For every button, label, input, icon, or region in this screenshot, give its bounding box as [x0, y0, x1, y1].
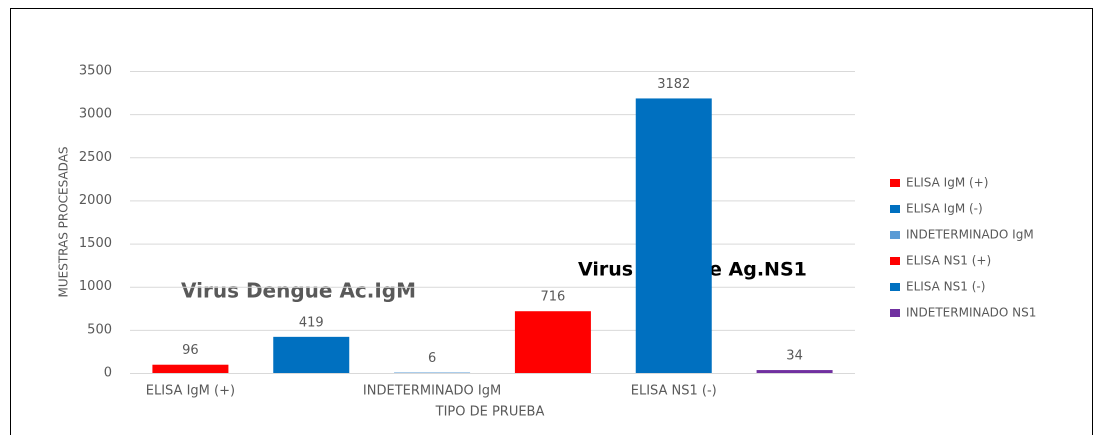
bar [635, 98, 712, 374]
y-tick-label: 2000 [79, 193, 112, 208]
y-tick-label: 2500 [79, 150, 112, 165]
legend-marker [890, 283, 900, 291]
y-tick-label: 3000 [79, 107, 112, 122]
legend-marker [890, 309, 900, 317]
y-tick-label: 1500 [79, 236, 112, 251]
bar [756, 370, 833, 373]
legend-label: ELISA NS1 (-) [906, 280, 985, 294]
bar [273, 336, 350, 373]
legend-label: ELISA IgM (-) [906, 202, 983, 216]
bar [514, 311, 591, 373]
data-label: 716 [541, 290, 566, 305]
legend-marker [890, 231, 900, 239]
legend-label: ELISA IgM (+) [906, 176, 988, 190]
legend-label: INDETERMINADO NS1 [906, 306, 1036, 320]
x-tick-label: INDETERMINADO IgM [363, 384, 501, 399]
data-label: 6 [428, 351, 436, 366]
legend-marker [890, 257, 900, 265]
data-label: 34 [786, 349, 803, 364]
x-tick-label: ELISA NS1 (-) [631, 384, 717, 399]
legend-marker [890, 179, 900, 187]
bar [394, 372, 471, 373]
legend-label: INDETERMINADO IgM [906, 228, 1034, 242]
y-tick-label: 3500 [79, 64, 112, 79]
legend-label: ELISA NS1 (+) [906, 254, 991, 268]
frame [10, 8, 1093, 435]
x-tick-label: ELISA IgM (+) [146, 384, 235, 399]
data-label: 419 [299, 315, 324, 330]
bar [152, 364, 229, 373]
legend-marker [890, 205, 900, 213]
data-label: 96 [182, 343, 199, 358]
y-tick-label: 500 [87, 322, 112, 337]
y-tick-label: 1000 [79, 279, 112, 294]
x-axis-label: TIPO DE PRUEBA [435, 405, 545, 420]
annotation: Virus Dengue Ac.IgM [181, 279, 416, 303]
y-tick-label: 0 [104, 366, 112, 381]
y-axis-label: MUESTRAS PROCESADAS [57, 146, 71, 297]
data-label: 3182 [657, 77, 690, 92]
